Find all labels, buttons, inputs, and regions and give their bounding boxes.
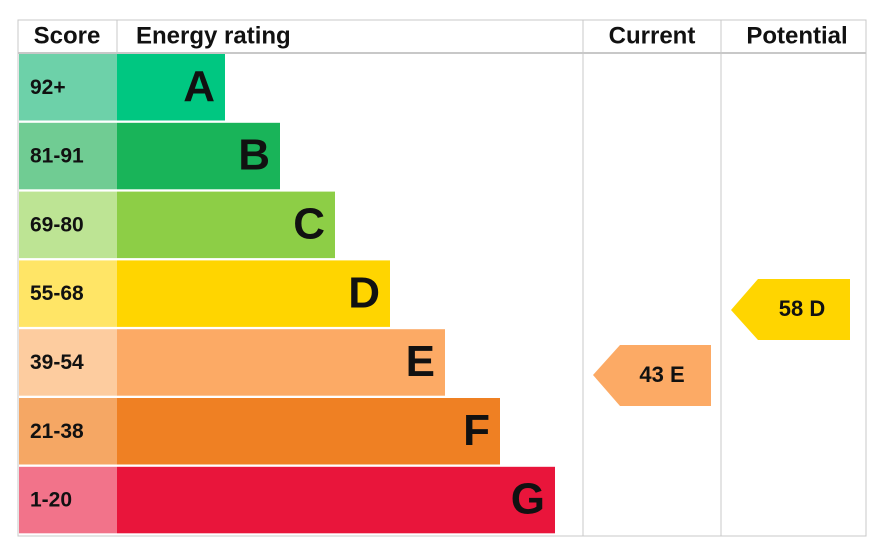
rating-bar [117,54,225,121]
rating-letter: B [238,131,270,180]
header-rating: Energy rating [136,22,291,49]
score-label: 69-80 [30,213,84,236]
score-cell [19,122,117,190]
score-cell [19,329,117,396]
score-label: 92+ [30,76,66,99]
score-cell [19,191,117,259]
rating-letter: G [511,475,545,524]
rating-letter: A [183,62,215,111]
potential-arrow [731,279,850,340]
rating-letter: C [293,199,325,248]
score-cell [19,54,117,121]
current-arrow [593,345,711,406]
header-current: Current [609,22,696,49]
rating-bar [117,122,280,190]
current-label: 43 E [639,362,684,387]
potential-label: 58 D [779,296,825,321]
rating-bar [117,191,335,259]
score-cell [19,398,117,465]
score-cell [19,466,117,534]
rating-bar [117,260,390,327]
score-label: 21-38 [30,420,84,443]
header-potential: Potential [746,22,847,49]
score-label: 81-91 [30,145,84,168]
rating-bar [117,329,445,396]
rating-letter: D [348,268,380,317]
score-label: 1-20 [30,489,72,512]
rating-bar [117,398,500,465]
rating-letter: E [406,337,435,386]
rating-letter: F [463,406,490,455]
score-label: 55-68 [30,282,84,305]
rating-bar [117,466,555,534]
score-label: 39-54 [30,351,84,374]
header-score: Score [34,22,101,49]
score-cell [19,260,117,327]
